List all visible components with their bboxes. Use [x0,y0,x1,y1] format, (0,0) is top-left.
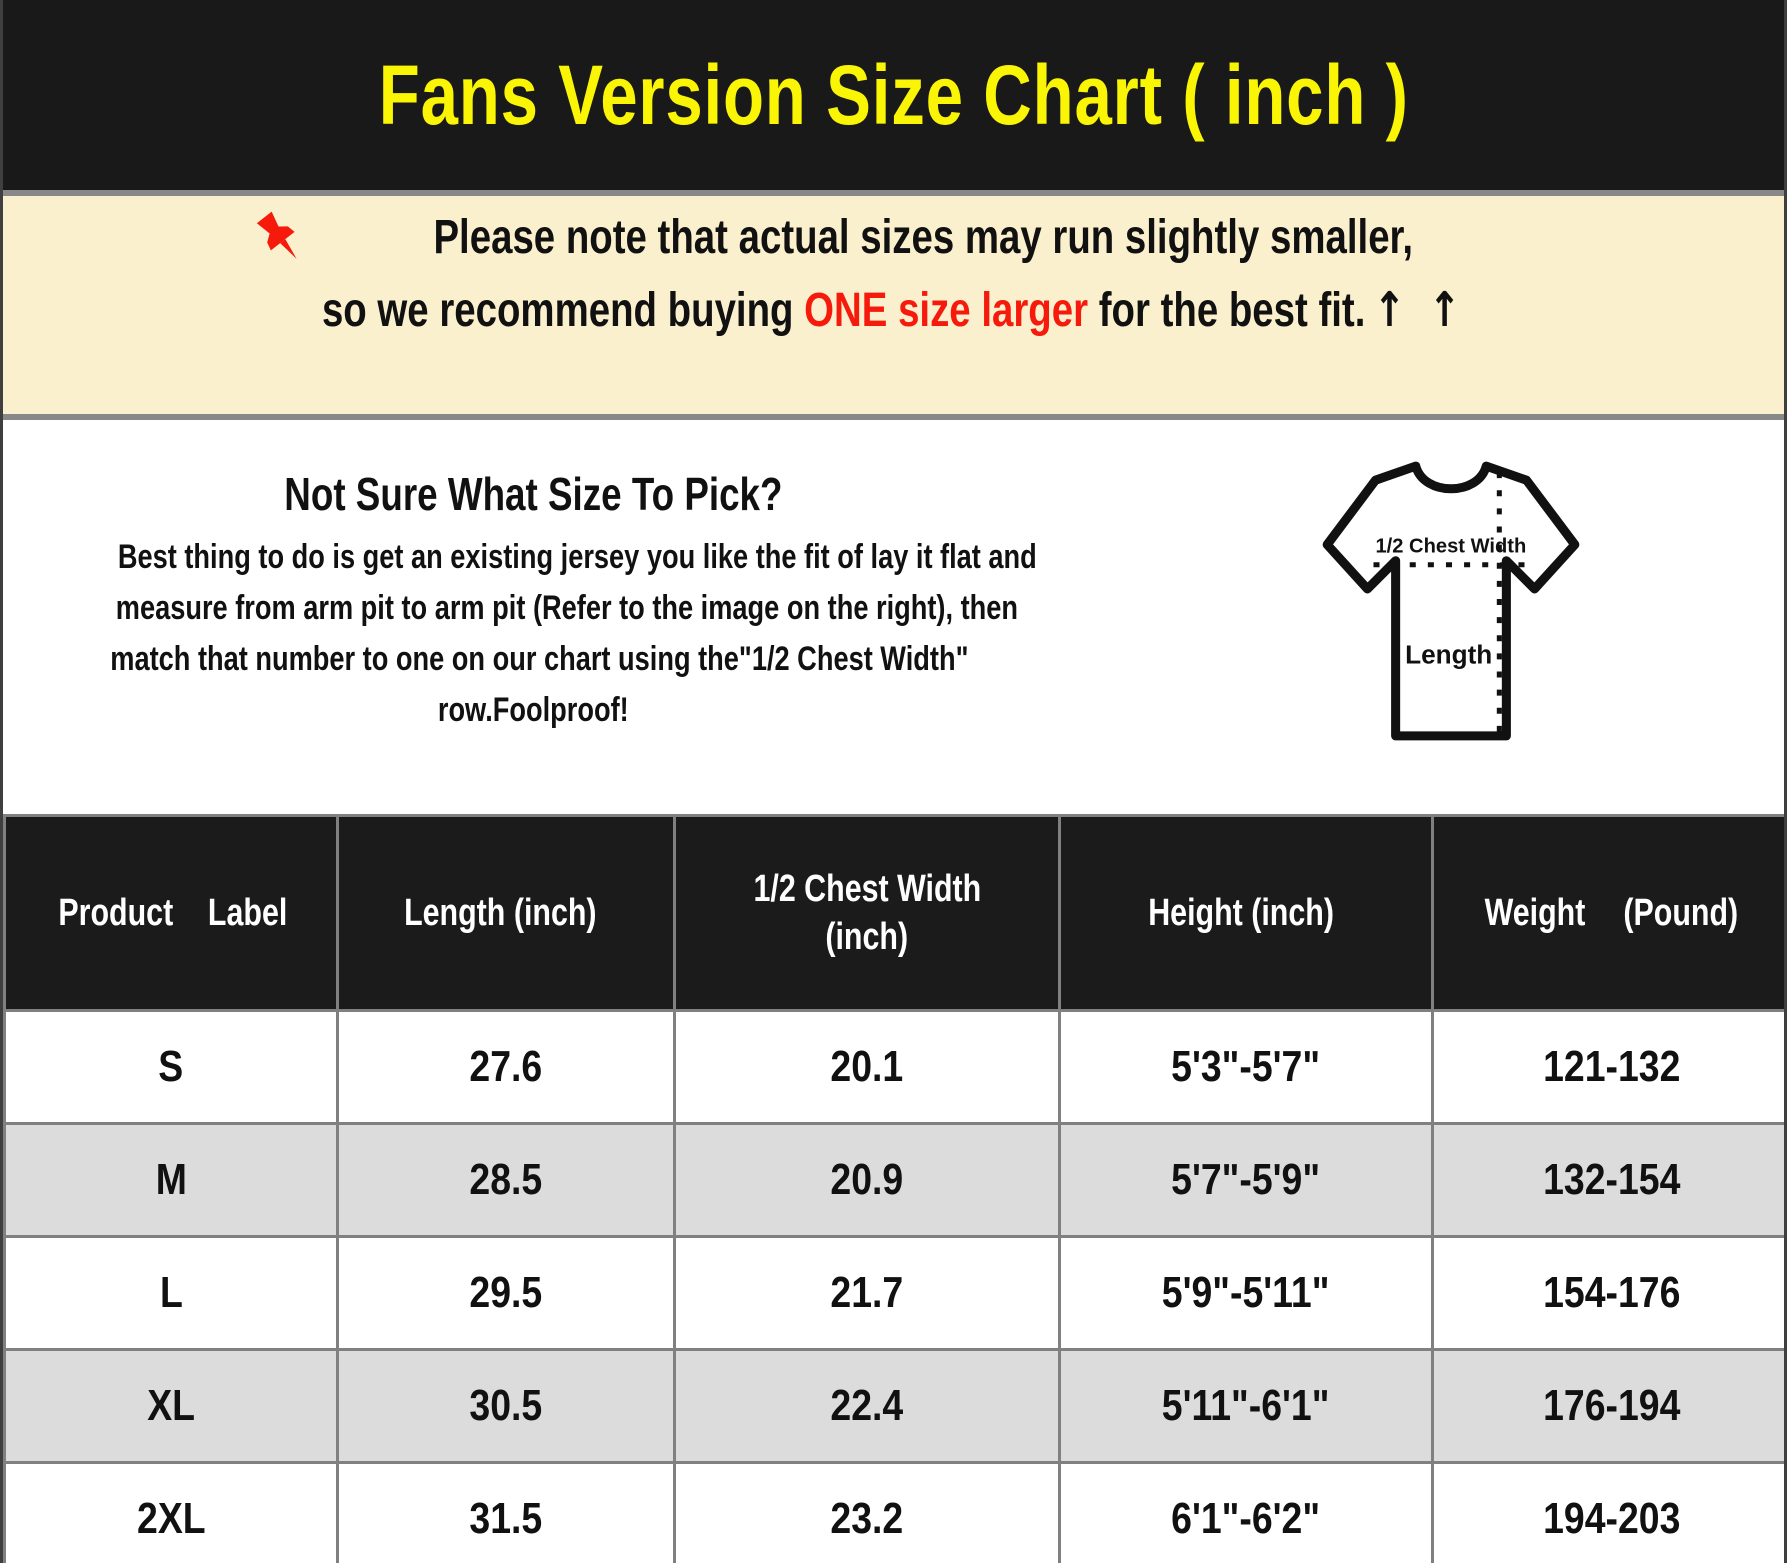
size-chart-table: Product Label Length (inch) 1/2 Chest Wi… [3,814,1784,1563]
guide-text-line: match that number to one on our chart us… [110,640,969,678]
guide-text-line: Best thing to do is get an existing jers… [117,538,1037,576]
pushpin-icon [257,211,297,259]
size-cell: 20.9 [673,1122,1061,1238]
size-cell: 21.7 [673,1235,1061,1351]
notice-text-2-prefix: so we recommend buying [321,284,804,337]
size-cell: 27.6 [336,1009,676,1125]
size-cell: 31.5 [336,1461,676,1563]
size-cell: 2XL [3,1461,339,1563]
size-cell: 5'11"-6'1" [1058,1348,1434,1464]
size-cell: L [3,1235,339,1351]
size-cell: 22.4 [673,1348,1061,1464]
size-cell: XL [3,1348,339,1464]
size-row-l: L 29.5 21.7 5'9"-5'11" 154-176 [3,1235,1784,1351]
length-label: Length [1405,639,1492,669]
size-cell: 23.2 [673,1461,1061,1563]
notice-text-2-suffix: for the best fit. [1087,284,1366,337]
title-bar: Fans Version Size Chart ( inch ) [3,0,1784,196]
size-cell: 194-203 [1431,1461,1784,1563]
fit-guide-text: Not Sure What Size To Pick? Best thing t… [3,420,1063,736]
column-header-length: Length (inch) [336,814,676,1012]
size-cell: 28.5 [336,1122,676,1238]
size-cell: 20.1 [673,1009,1061,1125]
size-cell: 176-194 [1431,1348,1784,1464]
size-row-2xl: 2XL 31.5 23.2 6'1"-6'2" 194-203 [3,1461,1784,1563]
size-cell: 5'9"-5'11" [1058,1235,1434,1351]
column-header-product-label: Product Label [3,814,339,1012]
size-row-s: S 27.6 20.1 5'3"-5'7" 121-132 [3,1009,1784,1125]
guide-text-line: measure from arm pit to arm pit (Refer t… [115,589,1019,627]
size-cell: 6'1"-6'2" [1058,1461,1434,1563]
size-cell: 5'3"-5'7" [1058,1009,1434,1125]
up-arrows-icon: ↑ ↑ [1373,282,1466,338]
guide-text-line: row.Foolproof! [437,691,629,729]
size-cell: 30.5 [336,1348,676,1464]
size-cell: S [3,1009,339,1125]
tshirt-diagram: 1/2 Chest Width Length [1322,461,1580,741]
fit-guide-section: Not Sure What Size To Pick? Best thing t… [3,420,1784,814]
notice-line-2: so we recommend buying ONE size larger f… [3,274,1784,347]
size-cell: 154-176 [1431,1235,1784,1351]
column-header-height: Height (inch) [1058,814,1434,1012]
size-cell: 121-132 [1431,1009,1784,1125]
chest-width-label: 1/2 Chest Width [1376,536,1527,558]
size-cell: 132-154 [1431,1122,1784,1238]
column-header-chest-width: 1/2 Chest Width (inch) [673,814,1061,1012]
size-cell: M [3,1122,339,1238]
notice-line-1: Please note that actual sizes may run sl… [3,202,1784,274]
guide-heading: Not Sure What Size To Pick? [283,468,783,520]
size-row-m: M 28.5 20.9 5'7"-5'9" 132-154 [3,1122,1784,1238]
column-header-weight: Weight (Pound) [1431,814,1784,1012]
size-note-banner: Please note that actual sizes may run sl… [3,196,1784,420]
size-cell: 29.5 [336,1235,676,1351]
one-size-larger-highlight: ONE size larger [803,284,1088,337]
size-row-xl: XL 30.5 22.4 5'11"-6'1" 176-194 [3,1348,1784,1464]
page-title: Fans Version Size Chart ( inch ) [378,47,1409,142]
notice-text-1: Please note that actual sizes may run sl… [433,211,1414,264]
size-cell: 5'7"-5'9" [1058,1122,1434,1238]
header-row: Product Label Length (inch) 1/2 Chest Wi… [3,814,1784,1012]
